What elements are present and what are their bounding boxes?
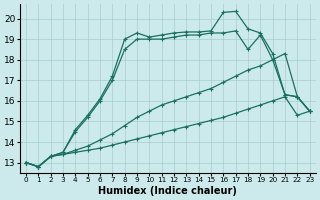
X-axis label: Humidex (Indice chaleur): Humidex (Indice chaleur) xyxy=(98,186,237,196)
